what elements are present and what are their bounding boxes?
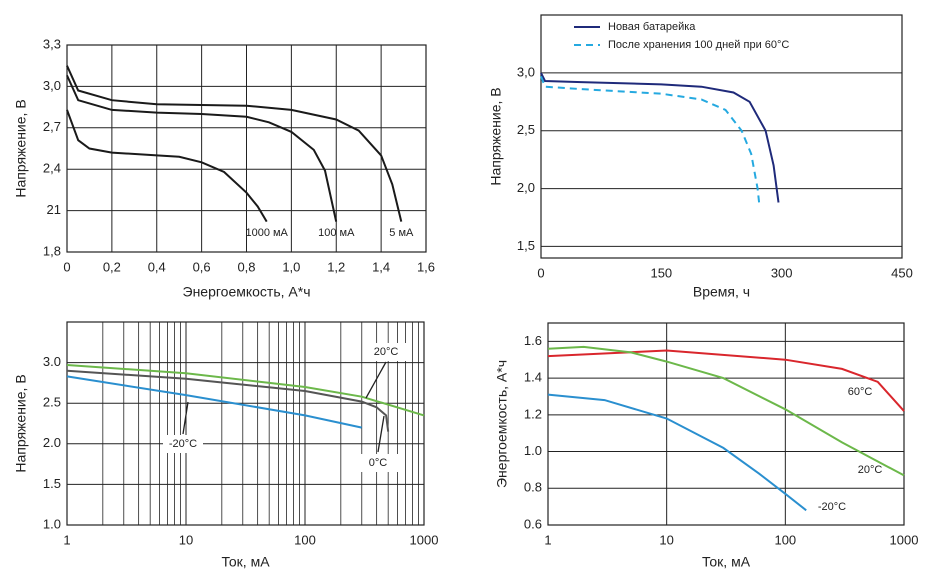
plot-frame xyxy=(547,322,905,526)
series-line xyxy=(66,364,425,417)
series-label: -20°C xyxy=(818,501,846,513)
x-axis-label: Время, ч xyxy=(693,284,750,300)
x-tick-label: 1,2 xyxy=(327,259,345,274)
y-axis-label: Энергоемкость, А*ч xyxy=(494,360,510,488)
y-tick-label: 0.6 xyxy=(524,516,542,531)
series-line xyxy=(547,349,905,412)
y-tick-label: 1.2 xyxy=(524,406,542,421)
y-tick-label: 3,3 xyxy=(43,36,61,51)
chart-panel: 0 150 300 450 1,5 2,0 2,5 3,0 Время, ч Напряжение… xyxy=(488,14,913,300)
x-tick-label: 0,4 xyxy=(148,259,166,274)
chart-panel: 0 0,2 0,4 0,6 0,8 1,0 1,2 1,4 1,6 1,8 21 2,4 2,7 3,0 3… xyxy=(13,36,435,299)
x-tick-label: 0,2 xyxy=(103,259,121,274)
y-tick-label: 2,0 xyxy=(517,180,535,195)
x-tick-label: 1 xyxy=(544,532,551,547)
series-label: 100 мА xyxy=(318,227,355,239)
y-tick-label: 1,5 xyxy=(517,238,535,253)
series-line xyxy=(66,375,363,429)
x-tick-label: 150 xyxy=(650,265,672,280)
annotation-box xyxy=(358,454,398,472)
y-tick-label: 1.5 xyxy=(43,476,61,491)
x-tick-label: 10 xyxy=(179,532,193,547)
x-tick-label: 1000 xyxy=(410,532,439,547)
x-tick-label: 1,4 xyxy=(372,259,390,274)
x-tick-label: 0 xyxy=(63,259,70,274)
x-tick-label: 100 xyxy=(294,532,316,547)
x-tick-label: 0 xyxy=(537,265,544,280)
x-tick-label: 1,6 xyxy=(417,259,435,274)
legend-label: Новая батарейка xyxy=(608,21,696,33)
chart-panel: 1 10 100 1000 0.6 0.8 1.0 1.2 1.4 1.6 Ток, мА Энерг… xyxy=(494,322,919,570)
y-axis-label: Напряжение, В xyxy=(13,374,29,472)
x-tick-label: 10 xyxy=(659,532,673,547)
y-tick-label: 1.4 xyxy=(524,370,542,385)
x-axis-label: Энергоемкость, А*ч xyxy=(183,284,311,300)
x-tick-label: 450 xyxy=(891,265,913,280)
series-line xyxy=(540,72,780,203)
series-label: 1000 мА xyxy=(245,227,288,239)
series-label: 20°C xyxy=(858,464,883,476)
y-tick-label: 2,5 xyxy=(517,122,535,137)
series-line xyxy=(547,393,807,512)
annotation-arrow xyxy=(182,401,189,435)
y-tick-label: 1,8 xyxy=(43,243,61,258)
annotation-box xyxy=(366,343,406,361)
y-tick-label: 0.8 xyxy=(524,480,542,495)
legend-label: После хранения 100 дней при 60°C xyxy=(608,39,789,51)
x-axis-label: Ток, мА xyxy=(221,554,270,570)
series-line xyxy=(66,109,268,223)
y-tick-label: 21 xyxy=(47,202,61,217)
x-tick-label: 1 xyxy=(63,532,70,547)
y-tick-label: 2,4 xyxy=(43,161,61,176)
annotation-arrow xyxy=(365,361,387,399)
x-axis-label: Ток, мА xyxy=(702,554,751,570)
series-label: 0°C xyxy=(369,457,388,469)
y-tick-label: 1.6 xyxy=(524,333,542,348)
y-tick-label: 3,0 xyxy=(43,78,61,93)
y-tick-label: 2.5 xyxy=(43,395,61,410)
x-tick-label: 0,8 xyxy=(237,259,255,274)
series-label: 5 мА xyxy=(389,227,414,239)
y-tick-label: 1.0 xyxy=(43,516,61,531)
series-line xyxy=(547,345,905,477)
series-label: 60°C xyxy=(848,386,873,398)
x-tick-label: 1000 xyxy=(890,532,919,547)
x-tick-label: 100 xyxy=(774,532,796,547)
y-tick-label: 3.0 xyxy=(43,354,61,369)
series-line xyxy=(66,65,403,222)
plot-frame xyxy=(66,44,427,253)
annotation-box xyxy=(163,435,203,453)
y-axis-label: Напряжение, В xyxy=(13,99,29,197)
y-tick-label: 1.0 xyxy=(524,443,542,458)
y-tick-label: 2.0 xyxy=(43,435,61,450)
x-tick-label: 1,0 xyxy=(282,259,300,274)
series-line xyxy=(66,74,338,222)
y-tick-label: 2,7 xyxy=(43,119,61,134)
y-tick-label: 3,0 xyxy=(517,64,535,79)
chart-panel: 1 10 100 1000 1.0 1.5 2.0 2.5 3.0 Ток, мА Напряжен… xyxy=(13,321,439,570)
y-axis-label: Напряжение, В xyxy=(488,87,504,185)
series-line xyxy=(540,75,761,204)
annotation-arrow xyxy=(377,415,385,453)
series-line xyxy=(66,369,390,432)
x-tick-label: 0,6 xyxy=(193,259,211,274)
plot-frame xyxy=(66,321,425,526)
series-label: 20°C xyxy=(374,346,399,358)
plot-frame xyxy=(540,14,903,259)
x-tick-label: 300 xyxy=(771,265,793,280)
series-label: -20°C xyxy=(169,438,197,450)
